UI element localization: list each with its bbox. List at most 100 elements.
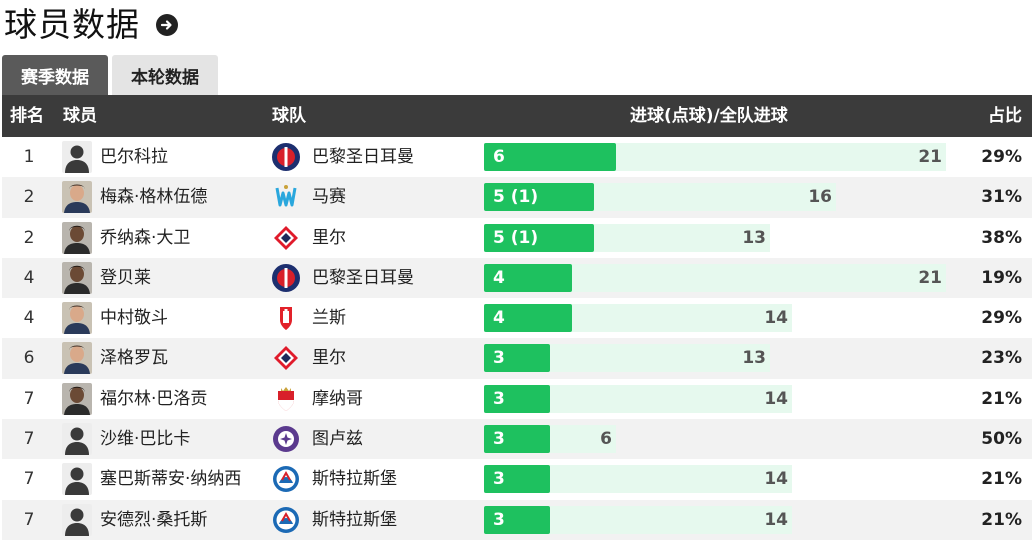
- player-name-link[interactable]: 泽格罗瓦: [100, 348, 168, 369]
- player-goals-bar: [484, 384, 550, 413]
- player-name-link[interactable]: 安德烈·桑托斯: [100, 509, 208, 530]
- player-goals-bar: [484, 304, 572, 333]
- player-goals-bar: [484, 263, 572, 292]
- player-goals-bar: [484, 223, 594, 252]
- player-avatar-icon: [62, 261, 92, 294]
- player-name-link[interactable]: 塞巴斯蒂安·纳纳西: [100, 469, 242, 490]
- player-avatar-icon: [62, 302, 92, 335]
- table-row[interactable]: 7 安德烈·桑托斯 斯特拉斯堡 3 14 21%: [2, 499, 1032, 540]
- team-name-link[interactable]: 马赛: [312, 187, 346, 208]
- player-name-link[interactable]: 沙维·巴比卡: [100, 429, 191, 450]
- team-name-link[interactable]: 兰斯: [312, 308, 346, 329]
- rank-cell: 4: [23, 308, 35, 329]
- table-row[interactable]: 7 福尔林·巴洛贡 摩纳哥 3 14 21%: [2, 378, 1032, 420]
- toulouse-logo-icon: [272, 425, 300, 453]
- player-stats-table: 排名 球员 球队 进球(点球)/全队进球 占比 1 巴尔科拉 巴黎圣日耳曼 6 21 29…: [2, 95, 1032, 540]
- rank-cell: 2: [23, 187, 35, 208]
- lille-logo-icon: [272, 344, 300, 372]
- rank-cell: 6: [23, 348, 35, 369]
- rank-cell: 1: [23, 147, 35, 167]
- player-goals-label: 4: [493, 267, 505, 288]
- player-goals-bar: [484, 425, 550, 454]
- team-name-link[interactable]: 摩纳哥: [312, 388, 363, 409]
- tab-round-stats[interactable]: 本轮数据: [112, 55, 218, 95]
- share-percentage: 21%: [981, 509, 1022, 530]
- psg-logo-icon: [272, 263, 300, 292]
- table-row[interactable]: 4 中村敬斗 兰斯 4 14 29%: [2, 298, 1032, 339]
- psg-logo-icon: [272, 143, 300, 171]
- share-percentage: 23%: [981, 348, 1022, 369]
- team-goals-label: 14: [764, 308, 788, 329]
- team-goals-label: 14: [764, 469, 788, 490]
- team-goals-label: 13: [742, 227, 766, 248]
- team-name-link[interactable]: 斯特拉斯堡: [312, 509, 397, 530]
- share-percentage: 38%: [981, 227, 1022, 248]
- team-name-link[interactable]: 巴黎圣日耳曼: [312, 267, 414, 288]
- player-avatar-icon: [62, 382, 92, 415]
- page-title: 球员数据: [4, 5, 140, 44]
- rank-cell: 7: [23, 429, 35, 450]
- tab-bar: 赛季数据 本轮数据: [2, 55, 222, 95]
- player-name-link[interactable]: 巴尔科拉: [100, 147, 168, 167]
- table-row[interactable]: 7 塞巴斯蒂安·纳纳西 斯特拉斯堡 3 14 21%: [2, 459, 1032, 500]
- monaco-logo-icon: [272, 385, 300, 413]
- player-avatar-icon: [62, 423, 92, 456]
- rank-cell: 4: [23, 267, 35, 288]
- table-row[interactable]: 2 梅森·格林伍德 马赛 5 (1) 16 31%: [2, 177, 1032, 218]
- share-percentage: 29%: [981, 147, 1022, 167]
- table-row[interactable]: 7 沙维·巴比卡 图卢兹 3 6 50%: [2, 419, 1032, 460]
- player-goals-bar: [484, 505, 550, 534]
- player-name-link[interactable]: 中村敬斗: [100, 308, 168, 329]
- team-goals-label: 14: [764, 388, 788, 409]
- table-body: 1 巴尔科拉 巴黎圣日耳曼 6 21 29% 2 梅森·格林伍德 马赛 5 (1) 16 31% 2 乔纳…: [2, 137, 1032, 540]
- player-avatar-icon: [62, 503, 92, 536]
- team-name-link[interactable]: 里尔: [312, 348, 346, 369]
- player-name-link[interactable]: 登贝莱: [100, 267, 151, 288]
- player-goals-label: 3: [493, 388, 505, 409]
- marseille-logo-icon: [272, 183, 300, 211]
- player-goals-label: 4: [493, 308, 505, 329]
- team-goals-label: 6: [600, 429, 612, 450]
- team-name-link[interactable]: 图卢兹: [312, 429, 363, 450]
- player-goals-label: 5 (1): [493, 227, 539, 248]
- team-name-link[interactable]: 巴黎圣日耳曼: [312, 147, 414, 167]
- player-goals-bar: [484, 465, 550, 494]
- rank-cell: 7: [23, 388, 35, 409]
- header-team[interactable]: 球队: [272, 106, 306, 126]
- player-name-link[interactable]: 福尔林·巴洛贡: [100, 388, 208, 409]
- team-name-link[interactable]: 里尔: [312, 227, 346, 248]
- team-name-link[interactable]: 斯特拉斯堡: [312, 469, 397, 490]
- header-player[interactable]: 球员: [63, 106, 97, 126]
- header-rank[interactable]: 排名: [10, 106, 44, 126]
- player-avatar-icon: [62, 463, 92, 496]
- player-goals-label: 3: [493, 509, 505, 530]
- lille-logo-icon: [272, 224, 300, 252]
- table-row[interactable]: 4 登贝莱 巴黎圣日耳曼 4 21 19%: [2, 257, 1032, 299]
- table-row[interactable]: 6 泽格罗瓦 里尔 3 13 23%: [2, 338, 1032, 379]
- table-row[interactable]: 2 乔纳森·大卫 里尔 5 (1) 13 38%: [2, 217, 1032, 258]
- player-name-link[interactable]: 乔纳森·大卫: [100, 227, 191, 248]
- share-percentage: 19%: [981, 267, 1022, 288]
- rank-cell: 7: [23, 469, 35, 490]
- share-percentage: 29%: [981, 308, 1022, 329]
- team-goals-label: 14: [764, 509, 788, 530]
- rank-cell: 7: [23, 509, 35, 530]
- page-header: 球员数据: [4, 2, 178, 48]
- arrow-right-icon[interactable]: [156, 14, 178, 36]
- player-goals-bar: [484, 143, 616, 171]
- reims-logo-icon: [272, 304, 300, 332]
- share-percentage: 50%: [981, 429, 1022, 450]
- table-row[interactable]: 1 巴尔科拉 巴黎圣日耳曼 6 21 29%: [2, 137, 1032, 178]
- table-header: 排名 球员 球队 进球(点球)/全队进球 占比: [2, 95, 1032, 137]
- player-name-link[interactable]: 梅森·格林伍德: [100, 187, 208, 208]
- player-avatar-icon: [62, 141, 92, 173]
- player-goals-label: 5 (1): [493, 187, 539, 208]
- team-goals-label: 16: [808, 187, 832, 208]
- tab-season-stats[interactable]: 赛季数据: [2, 55, 108, 95]
- player-goals-bar: [484, 344, 550, 373]
- player-avatar-icon: [62, 342, 92, 375]
- header-goals[interactable]: 进球(点球)/全队进球: [630, 106, 788, 126]
- share-percentage: 21%: [981, 388, 1022, 409]
- player-goals-label: 3: [493, 429, 505, 450]
- header-share[interactable]: 占比: [988, 106, 1022, 126]
